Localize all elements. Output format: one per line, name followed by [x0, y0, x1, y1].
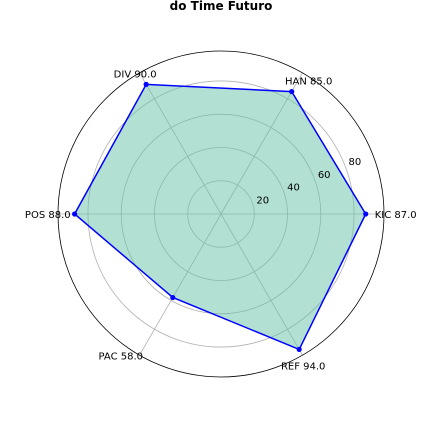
radial-tick-60: 60 [318, 170, 331, 181]
series-area [73, 83, 367, 351]
point-han [289, 88, 295, 95]
polar-frame [57, 50, 385, 378]
point-pos [72, 211, 78, 217]
point-label-kic: KIC 87.0 [375, 210, 417, 221]
point-div [143, 81, 149, 87]
point-kic [363, 211, 369, 217]
chart-title: do Time Futuro [170, 0, 273, 13]
radial-tick-20: 20 [256, 195, 269, 206]
series-markers [72, 81, 369, 353]
point-pac [170, 294, 176, 301]
point-label-pac: PAC 58.0 [99, 352, 143, 363]
radial-tick-80: 80 [349, 157, 362, 168]
point-label-ref: REF 94.0 [281, 361, 325, 372]
point-labels: KIC 87.0 HAN 85.0 DIV 90.0 POS 88.0 PAC 58.0… [25, 69, 417, 372]
radial-tick-labels: 20 40 60 80 [256, 157, 361, 206]
point-label-han: HAN 85.0 [285, 77, 332, 88]
radial-tick-40: 40 [287, 183, 300, 194]
point-label-div: DIV 90.0 [114, 69, 157, 80]
point-ref [296, 346, 302, 353]
point-label-pos: POS 88.0 [25, 210, 71, 221]
